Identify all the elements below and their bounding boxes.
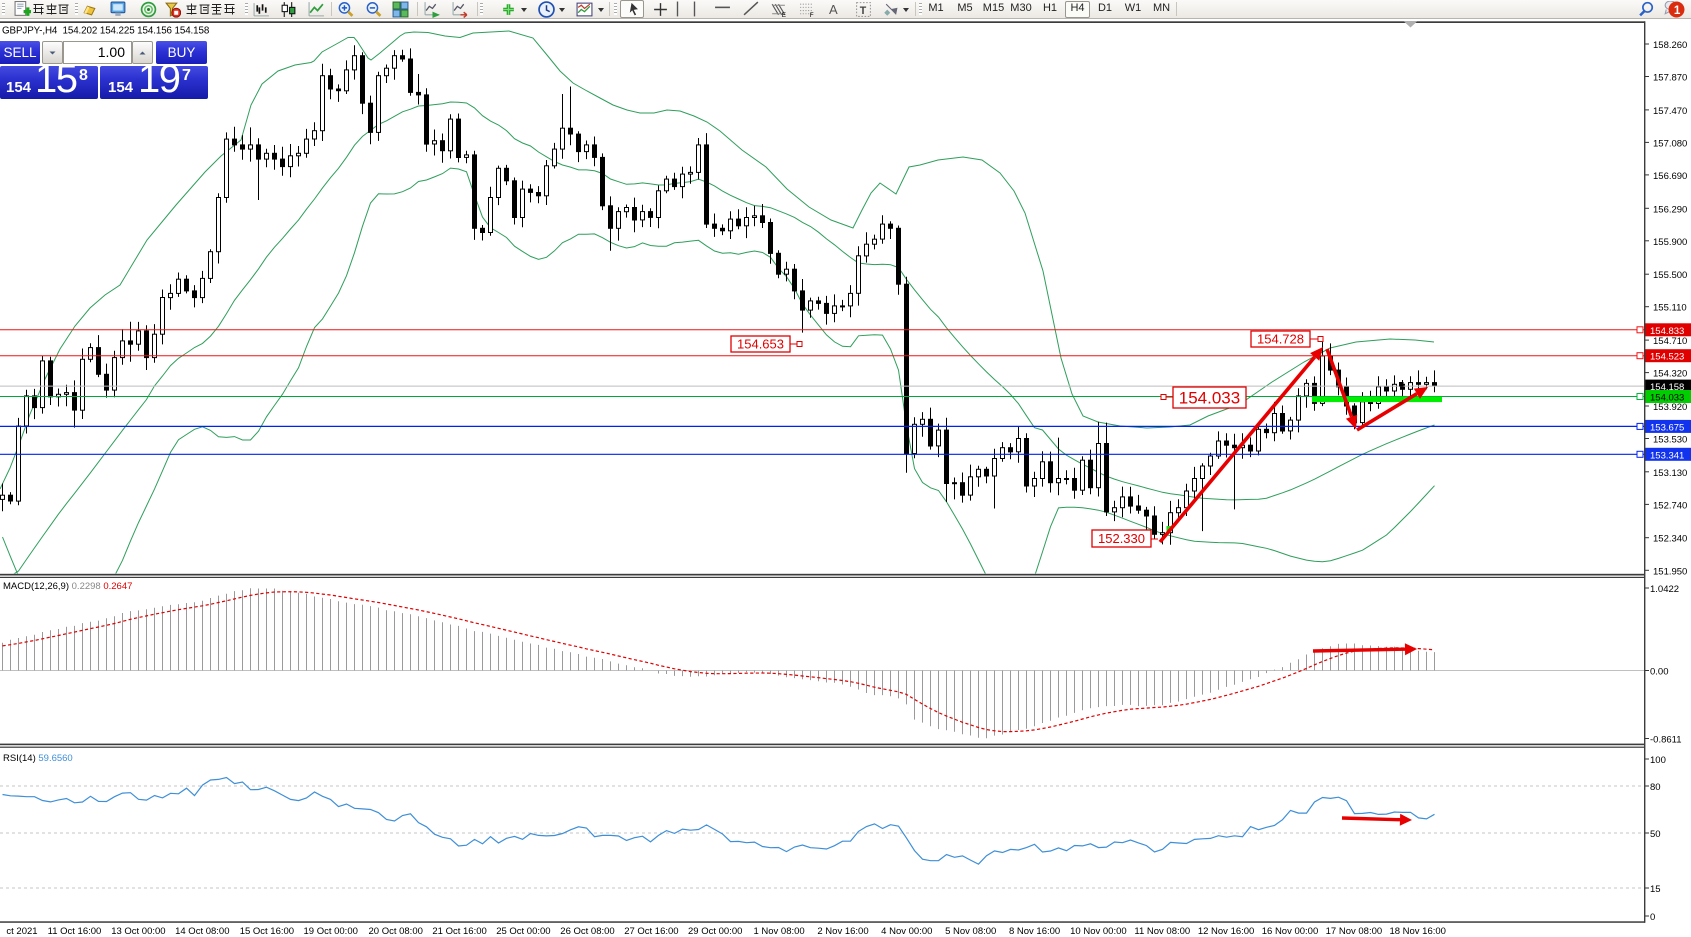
svg-text:157.870: 157.870 [1653, 73, 1687, 84]
svg-text:ct 2021: ct 2021 [6, 926, 37, 937]
svg-text:14 Oct 08:00: 14 Oct 08:00 [175, 926, 229, 937]
svg-text:11 Nov 08:00: 11 Nov 08:00 [1134, 926, 1190, 937]
svg-text:10 Nov 00:00: 10 Nov 00:00 [1070, 926, 1127, 937]
svg-text:17 Nov 08:00: 17 Nov 08:00 [1326, 926, 1383, 937]
svg-text:19 Oct 00:00: 19 Oct 00:00 [303, 926, 357, 937]
svg-text:153.675: 153.675 [1650, 422, 1684, 433]
svg-text:4 Nov 00:00: 4 Nov 00:00 [881, 926, 932, 937]
svg-text:27 Oct 16:00: 27 Oct 16:00 [624, 926, 678, 937]
svg-text:0.00: 0.00 [1650, 667, 1669, 678]
svg-text:F: F [810, 12, 814, 18]
svg-text:155.110: 155.110 [1653, 303, 1687, 314]
svg-text:154.728: 154.728 [1257, 332, 1304, 347]
svg-text:-0.8611: -0.8611 [1650, 735, 1682, 746]
svg-text:1: 1 [1674, 4, 1681, 17]
svg-text:100: 100 [1650, 755, 1666, 766]
svg-text:29 Oct 00:00: 29 Oct 00:00 [688, 926, 742, 937]
svg-text:154.033: 154.033 [1179, 389, 1240, 408]
svg-text:8 Nov 16:00: 8 Nov 16:00 [1009, 926, 1060, 937]
svg-text:154.710: 154.710 [1653, 336, 1687, 347]
svg-text:26 Oct 08:00: 26 Oct 08:00 [560, 926, 614, 937]
svg-text:25 Oct 00:00: 25 Oct 00:00 [496, 926, 550, 937]
svg-text:50: 50 [1650, 829, 1661, 840]
svg-text:T: T [860, 5, 867, 17]
svg-text:2 Nov 16:00: 2 Nov 16:00 [817, 926, 868, 937]
svg-text:154.833: 154.833 [1650, 326, 1684, 337]
svg-text:GBPJPY-,H4 154.202 154.225 15: GBPJPY-,H4 154.202 154.225 154.156 154.1… [2, 26, 210, 37]
svg-text:12 Nov 16:00: 12 Nov 16:00 [1198, 926, 1255, 937]
svg-text:153.920: 153.920 [1653, 402, 1687, 413]
svg-text:80: 80 [1650, 782, 1661, 793]
svg-text:152.330: 152.330 [1098, 531, 1145, 546]
svg-text:156.290: 156.290 [1653, 204, 1687, 215]
svg-text:15 Oct 16:00: 15 Oct 16:00 [240, 926, 294, 937]
svg-text:155.900: 155.900 [1653, 237, 1687, 248]
svg-text:154.033: 154.033 [1650, 393, 1684, 404]
svg-text:153.530: 153.530 [1653, 435, 1687, 446]
svg-text:157.470: 157.470 [1653, 106, 1687, 117]
svg-text:157.080: 157.080 [1653, 138, 1687, 149]
svg-text:154.653: 154.653 [737, 337, 784, 352]
svg-text:158.260: 158.260 [1653, 40, 1687, 51]
svg-text:153.341: 153.341 [1650, 450, 1684, 461]
svg-text:RSI(14) 59.6560: RSI(14) 59.6560 [3, 753, 73, 764]
svg-text:154.158: 154.158 [1650, 382, 1684, 393]
svg-text:21 Oct 16:00: 21 Oct 16:00 [432, 926, 486, 937]
svg-text:E: E [782, 12, 786, 18]
svg-text:155.500: 155.500 [1653, 270, 1687, 281]
svg-text:11 Oct 16:00: 11 Oct 16:00 [48, 926, 102, 937]
svg-text:1.0422: 1.0422 [1650, 584, 1679, 595]
svg-text:13 Oct 00:00: 13 Oct 00:00 [111, 926, 165, 937]
svg-text:15: 15 [1650, 884, 1661, 895]
svg-text:152.740: 152.740 [1653, 500, 1687, 511]
svg-text:152.340: 152.340 [1653, 534, 1687, 545]
svg-text:16 Nov 00:00: 16 Nov 00:00 [1262, 926, 1319, 937]
svg-text:1 Nov 08:00: 1 Nov 08:00 [753, 926, 804, 937]
svg-text:154.523: 154.523 [1650, 352, 1684, 363]
svg-text:20 Oct 08:00: 20 Oct 08:00 [368, 926, 422, 937]
svg-text:156.690: 156.690 [1653, 171, 1687, 182]
svg-text:18 Nov 16:00: 18 Nov 16:00 [1389, 926, 1446, 937]
svg-text:153.130: 153.130 [1653, 468, 1687, 479]
svg-text:MACD(12,26,9) 0.2298 0.2647: MACD(12,26,9) 0.2298 0.2647 [3, 581, 132, 592]
svg-text:154.320: 154.320 [1653, 369, 1687, 380]
svg-text:0: 0 [1650, 912, 1655, 923]
svg-text:5 Nov 08:00: 5 Nov 08:00 [945, 926, 996, 937]
svg-text:151.950: 151.950 [1653, 566, 1687, 577]
